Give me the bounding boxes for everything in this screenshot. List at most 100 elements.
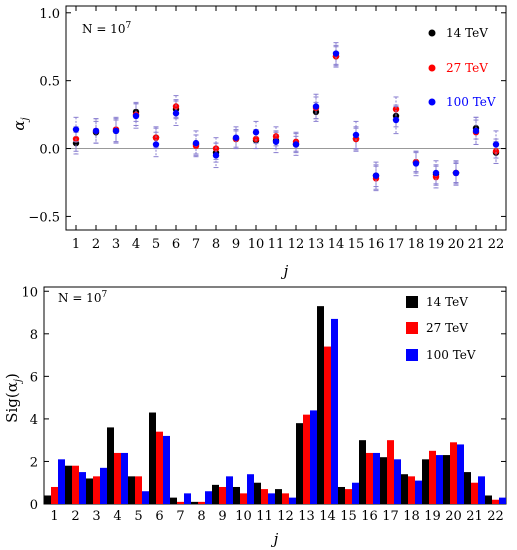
bottom-bar <box>191 501 198 504</box>
bottom-x-tick-label: 9 <box>218 509 226 524</box>
bottom-bar <box>205 491 212 504</box>
bottom-legend-swatch-100tev <box>406 349 418 361</box>
top-y-axis-title: αj <box>10 117 31 130</box>
bottom-bar <box>317 306 324 504</box>
bottom-bar <box>93 476 100 504</box>
top-data-point <box>72 126 80 133</box>
alpha-scatter-panel: −0.50.00.51.0 1 2 3 4 5 6 7 8 9 10 11 12 13 14 15 16 17 1… <box>10 5 507 280</box>
bottom-x-tick-label: 2 <box>71 509 79 524</box>
bottom-bar <box>478 476 485 504</box>
bottom-x-tick-label: 14 <box>319 509 336 524</box>
bottom-y-tick-label: 4 <box>30 413 38 428</box>
top-legend-label-14tev: 14 TeV <box>446 26 488 40</box>
bottom-bar <box>170 497 177 504</box>
bottom-bar <box>296 423 303 504</box>
top-x-tick-label: 9 <box>232 237 240 252</box>
bottom-bar <box>345 489 352 504</box>
bottom-bar <box>457 444 464 504</box>
top-x-tick-label: 20 <box>448 237 465 252</box>
bottom-bar <box>135 476 142 504</box>
bottom-bar <box>65 465 72 504</box>
bottom-y-axis-title: Sig(αj) <box>3 373 24 423</box>
bottom-bar <box>443 455 450 504</box>
top-point-group <box>192 130 200 156</box>
top-x-tick-label: 13 <box>308 237 325 252</box>
top-x-tick-label: 1 <box>72 237 80 252</box>
top-legend-label-100tev: 100 TeV <box>446 95 496 109</box>
top-y-tick-label: 1.0 <box>39 7 60 22</box>
bottom-annotation: N = 107 <box>58 290 107 305</box>
bottom-bar <box>471 482 478 504</box>
top-x-tick-label: 16 <box>368 237 385 252</box>
bottom-bar <box>114 452 121 504</box>
top-point-group <box>372 161 380 190</box>
top-data-point <box>452 169 460 177</box>
top-data-point <box>392 105 400 113</box>
top-y-ticks: −0.5 0.0 0.5 1.0 <box>28 7 506 225</box>
top-x-tick-label: 21 <box>468 237 485 252</box>
bottom-legend-label-14tev: 14 TeV <box>426 295 468 309</box>
top-x-axis-title: j <box>281 262 289 280</box>
bottom-bar <box>289 497 296 504</box>
bottom-bar <box>163 435 170 504</box>
bottom-bar <box>352 482 359 504</box>
top-data-point <box>392 116 400 124</box>
top-data-points <box>72 42 500 192</box>
bottom-y-tick-label: 6 <box>30 370 38 385</box>
top-point-group <box>252 120 260 144</box>
bottom-x-ticks: 1 2 3 4 5 6 7 8 9 10 11 12 13 14 15 16 17 18 19 20 21 22 <box>50 509 503 524</box>
bottom-bar <box>429 450 436 504</box>
bottom-x-tick-label: 19 <box>424 509 441 524</box>
top-x-tick-label: 4 <box>132 237 140 252</box>
top-y-tick-label: −0.5 <box>28 210 60 225</box>
top-y-tick-label: 0.5 <box>39 75 60 90</box>
top-data-point <box>232 134 240 141</box>
bottom-y-tick-label: 0 <box>30 498 38 513</box>
top-point-group <box>212 142 220 169</box>
top-x-tick-label: 10 <box>248 237 265 252</box>
top-x-tick-label: 15 <box>348 237 365 252</box>
top-data-point <box>252 129 260 136</box>
bottom-bar <box>387 440 394 504</box>
bottom-bar <box>485 495 492 504</box>
top-data-point <box>172 110 180 117</box>
top-point-group <box>392 105 400 135</box>
bottom-x-tick-label: 11 <box>256 509 273 524</box>
bottom-legend-swatch-14tev <box>406 296 418 308</box>
bottom-bar <box>44 495 51 504</box>
top-point-group <box>312 93 320 120</box>
top-x-tick-label: 8 <box>212 237 220 252</box>
bottom-x-tick-label: 1 <box>50 509 58 524</box>
top-data-point <box>472 127 480 135</box>
bottom-bar <box>226 476 233 504</box>
bottom-bar <box>247 474 254 504</box>
top-data-point <box>332 50 340 57</box>
top-data-point <box>292 141 300 148</box>
bottom-x-axis-title: j <box>271 530 279 548</box>
top-x-ticks: 1 2 3 4 5 6 7 8 9 10 11 12 13 14 15 16 17 18 19 20 21 22 <box>72 6 504 252</box>
top-point-group <box>92 118 100 144</box>
bottom-bar <box>149 412 156 504</box>
bottom-x-tick-label: 3 <box>92 509 100 524</box>
top-point-group <box>152 131 160 158</box>
top-data-point <box>432 169 440 177</box>
bottom-bar <box>79 472 86 504</box>
bottom-bar <box>380 457 387 504</box>
bottom-bar <box>275 489 282 504</box>
bottom-bar <box>261 489 268 504</box>
top-point-group <box>172 100 180 126</box>
top-x-tick-label: 22 <box>488 237 505 252</box>
top-legend-marker-14tev <box>428 29 436 37</box>
bottom-bar <box>198 501 205 504</box>
top-x-tick-label: 14 <box>328 237 345 252</box>
bottom-bar <box>100 467 107 504</box>
top-point-group <box>432 160 440 186</box>
top-legend-marker-100tev <box>428 98 436 106</box>
bottom-x-tick-label: 15 <box>340 509 357 524</box>
top-point-group <box>132 103 140 129</box>
bottom-y-tick-label: 10 <box>21 285 38 300</box>
bottom-bar <box>401 474 408 504</box>
top-x-tick-label: 6 <box>172 237 180 252</box>
bottom-x-tick-label: 13 <box>298 509 315 524</box>
bottom-legend-swatch-27tev <box>406 322 418 334</box>
